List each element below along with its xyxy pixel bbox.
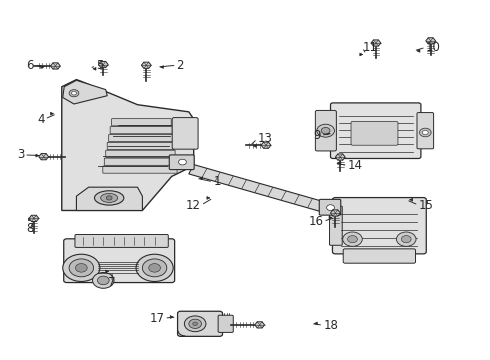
Circle shape bbox=[93, 273, 114, 288]
Circle shape bbox=[75, 264, 87, 272]
FancyBboxPatch shape bbox=[331, 103, 421, 158]
Circle shape bbox=[98, 276, 109, 285]
FancyBboxPatch shape bbox=[169, 155, 194, 170]
FancyBboxPatch shape bbox=[218, 315, 233, 332]
Circle shape bbox=[184, 316, 206, 332]
Circle shape bbox=[396, 232, 416, 246]
Circle shape bbox=[178, 159, 186, 165]
Polygon shape bbox=[255, 322, 265, 328]
Polygon shape bbox=[63, 80, 107, 104]
Polygon shape bbox=[142, 62, 151, 68]
Polygon shape bbox=[371, 40, 381, 46]
Circle shape bbox=[149, 264, 160, 272]
FancyBboxPatch shape bbox=[417, 113, 434, 149]
Circle shape bbox=[419, 128, 431, 137]
FancyBboxPatch shape bbox=[319, 199, 341, 215]
FancyBboxPatch shape bbox=[104, 158, 176, 165]
Text: 5: 5 bbox=[96, 59, 103, 72]
Circle shape bbox=[401, 235, 411, 243]
Circle shape bbox=[69, 259, 94, 277]
FancyBboxPatch shape bbox=[177, 311, 222, 336]
FancyBboxPatch shape bbox=[316, 111, 336, 151]
Text: 12: 12 bbox=[186, 199, 201, 212]
Circle shape bbox=[143, 259, 167, 277]
FancyBboxPatch shape bbox=[351, 122, 398, 145]
Text: 3: 3 bbox=[17, 148, 24, 161]
Text: 2: 2 bbox=[176, 59, 184, 72]
FancyBboxPatch shape bbox=[109, 134, 173, 141]
Text: 16: 16 bbox=[308, 215, 323, 228]
FancyBboxPatch shape bbox=[106, 150, 175, 157]
Text: 11: 11 bbox=[362, 41, 377, 54]
Polygon shape bbox=[335, 154, 345, 160]
Text: 6: 6 bbox=[26, 59, 34, 72]
Text: 10: 10 bbox=[426, 41, 441, 54]
Circle shape bbox=[193, 322, 197, 325]
Ellipse shape bbox=[95, 191, 124, 205]
FancyBboxPatch shape bbox=[330, 206, 342, 245]
Circle shape bbox=[189, 319, 201, 328]
Polygon shape bbox=[189, 165, 326, 212]
Polygon shape bbox=[62, 80, 194, 211]
Ellipse shape bbox=[100, 193, 118, 202]
FancyBboxPatch shape bbox=[112, 119, 171, 126]
FancyBboxPatch shape bbox=[64, 239, 174, 283]
Text: 8: 8 bbox=[26, 222, 34, 235]
Text: 9: 9 bbox=[313, 129, 321, 142]
Circle shape bbox=[347, 235, 357, 243]
Polygon shape bbox=[98, 62, 108, 68]
Polygon shape bbox=[50, 63, 60, 69]
Text: 13: 13 bbox=[257, 132, 272, 145]
Polygon shape bbox=[426, 38, 436, 44]
FancyBboxPatch shape bbox=[75, 234, 168, 247]
Text: 18: 18 bbox=[323, 319, 338, 332]
FancyBboxPatch shape bbox=[172, 118, 198, 149]
Circle shape bbox=[72, 91, 76, 95]
Polygon shape bbox=[76, 187, 143, 211]
Text: 17: 17 bbox=[149, 311, 164, 325]
FancyBboxPatch shape bbox=[107, 142, 174, 149]
Circle shape bbox=[327, 205, 334, 211]
FancyBboxPatch shape bbox=[110, 127, 172, 134]
Polygon shape bbox=[331, 210, 340, 216]
Text: 14: 14 bbox=[347, 159, 363, 172]
Text: 7: 7 bbox=[108, 276, 116, 289]
Text: 4: 4 bbox=[37, 113, 45, 126]
FancyBboxPatch shape bbox=[103, 166, 177, 173]
Circle shape bbox=[321, 127, 330, 134]
Circle shape bbox=[63, 254, 100, 282]
FancyBboxPatch shape bbox=[343, 249, 416, 263]
Text: 15: 15 bbox=[418, 199, 433, 212]
Polygon shape bbox=[29, 215, 39, 221]
Circle shape bbox=[69, 90, 79, 97]
Circle shape bbox=[317, 124, 334, 137]
Ellipse shape bbox=[106, 196, 112, 200]
Circle shape bbox=[422, 130, 428, 135]
Circle shape bbox=[343, 232, 362, 246]
Circle shape bbox=[136, 254, 173, 282]
Text: 1: 1 bbox=[213, 175, 220, 188]
FancyBboxPatch shape bbox=[332, 198, 426, 254]
Polygon shape bbox=[261, 142, 271, 148]
Polygon shape bbox=[39, 154, 49, 160]
